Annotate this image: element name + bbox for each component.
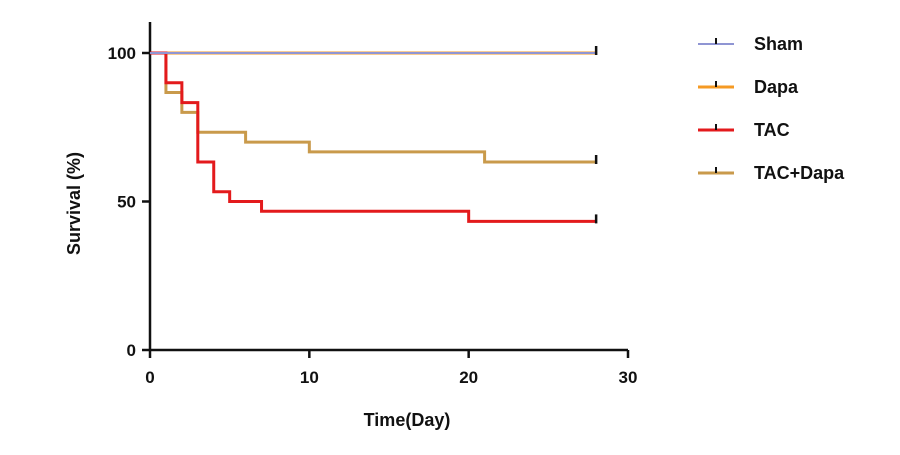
- series-line-tac: [150, 51, 597, 223]
- y-tick-label: 0: [127, 341, 136, 360]
- legend-label-dapa: Dapa: [754, 77, 799, 97]
- x-tick-label: 30: [619, 368, 638, 387]
- series-group: [150, 46, 598, 224]
- legend-label-tac-dapa: TAC+Dapa: [754, 163, 845, 183]
- series-line-tac-dapa: [150, 51, 597, 164]
- legend-label-sham: Sham: [754, 34, 803, 54]
- y-tick-label: 50: [117, 193, 136, 212]
- y-axis-title: Survival (%): [64, 152, 84, 255]
- x-axis-title: Time(Day): [364, 410, 451, 430]
- legend: Sham Dapa TAC TAC+Dapa: [698, 34, 845, 183]
- x-tick-label: 0: [145, 368, 154, 387]
- axes: 0 10 20 30 0 50 100 Time(Day) Survival (%): [64, 22, 637, 430]
- x-tick-label: 10: [300, 368, 319, 387]
- legend-label-tac: TAC: [754, 120, 790, 140]
- y-tick-label: 100: [108, 44, 136, 63]
- x-tick-label: 20: [459, 368, 478, 387]
